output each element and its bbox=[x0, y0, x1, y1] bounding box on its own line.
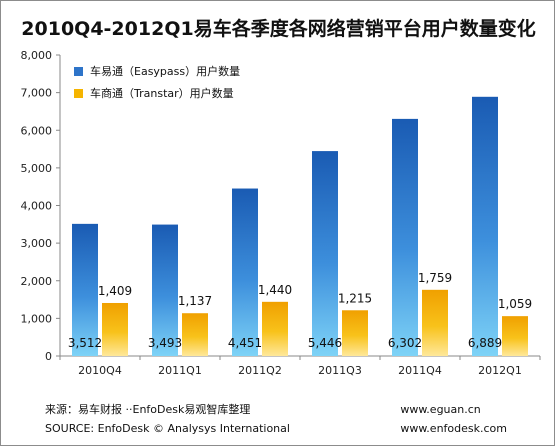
x-tick-label: 2011Q3 bbox=[318, 364, 362, 377]
bar-transtar bbox=[342, 310, 368, 356]
legend-item-transtar: 车商通（Transtar）用户数量 bbox=[74, 82, 240, 104]
bar-transtar bbox=[422, 289, 448, 356]
bar-easypass bbox=[472, 96, 498, 356]
bar-easypass bbox=[392, 118, 418, 356]
y-tick-label: 0 bbox=[45, 350, 52, 363]
y-tick-label: 7,000 bbox=[21, 87, 53, 100]
bar-easypass bbox=[232, 188, 258, 356]
source-note: 来源：易车财报 ··EnfoDesk易观智库整理 SOURCE: EnfoDes… bbox=[45, 400, 290, 438]
legend-label-easypass: 车易通（Easypass）用户数量 bbox=[90, 65, 241, 78]
bar-transtar bbox=[182, 313, 208, 356]
url-enfodesk: www.enfodesk.com bbox=[400, 422, 507, 435]
legend-swatch-transtar bbox=[74, 88, 83, 98]
source-en: SOURCE: EnfoDesk © Analysys Internationa… bbox=[45, 422, 290, 435]
data-label-easypass: 4,451 bbox=[228, 336, 262, 350]
legend-item-easypass: 车易通（Easypass）用户数量 bbox=[74, 60, 240, 82]
bar-easypass bbox=[312, 151, 338, 356]
y-tick-label: 4,000 bbox=[21, 200, 53, 213]
y-tick-label: 6,000 bbox=[21, 124, 53, 137]
x-tick-label: 2011Q2 bbox=[238, 364, 282, 377]
y-tick-label: 5,000 bbox=[21, 162, 53, 175]
legend-label-transtar: 车商通（Transtar）用户数量 bbox=[90, 87, 234, 100]
x-tick-label: 2010Q4 bbox=[78, 364, 122, 377]
data-label-easypass: 5,446 bbox=[308, 336, 342, 350]
y-tick-label: 3,000 bbox=[21, 237, 53, 250]
chart-title: 2010Q4-2012Q1易车各季度各网络营销平台用户数量变化 bbox=[21, 18, 536, 40]
bar-transtar bbox=[102, 302, 128, 356]
x-tick-label: 2012Q1 bbox=[478, 364, 522, 377]
data-label-transtar: 1,137 bbox=[178, 294, 212, 308]
x-tick-label: 2011Q4 bbox=[398, 364, 442, 377]
bar-easypass bbox=[152, 224, 178, 356]
data-label-easypass: 3,493 bbox=[148, 336, 182, 350]
data-label-easypass: 6,889 bbox=[468, 336, 502, 350]
data-label-easypass: 3,512 bbox=[68, 336, 102, 350]
legend-swatch-easypass bbox=[74, 66, 83, 76]
bar-transtar bbox=[502, 316, 528, 356]
data-label-transtar: 1,759 bbox=[418, 271, 452, 285]
legend: 车易通（Easypass）用户数量 车商通（Transtar）用户数量 bbox=[74, 60, 240, 104]
data-label-transtar: 1,409 bbox=[98, 284, 132, 298]
y-tick-label: 8,000 bbox=[21, 49, 53, 62]
x-tick-label: 2011Q1 bbox=[158, 364, 202, 377]
data-label-transtar: 1,059 bbox=[498, 297, 532, 311]
url-eguan: www.eguan.cn bbox=[400, 403, 481, 416]
data-label-transtar: 1,215 bbox=[338, 291, 372, 305]
data-label-easypass: 6,302 bbox=[388, 336, 422, 350]
y-tick-label: 2,000 bbox=[21, 275, 53, 288]
y-tick-label: 1,000 bbox=[21, 312, 53, 325]
data-label-transtar: 1,440 bbox=[258, 283, 292, 297]
bar-easypass bbox=[72, 223, 98, 356]
website-links: www.eguan.cn www.enfodesk.com bbox=[400, 400, 507, 438]
source-cn: 来源：易车财报 ··EnfoDesk易观智库整理 bbox=[45, 403, 251, 416]
bar-transtar bbox=[262, 301, 288, 356]
